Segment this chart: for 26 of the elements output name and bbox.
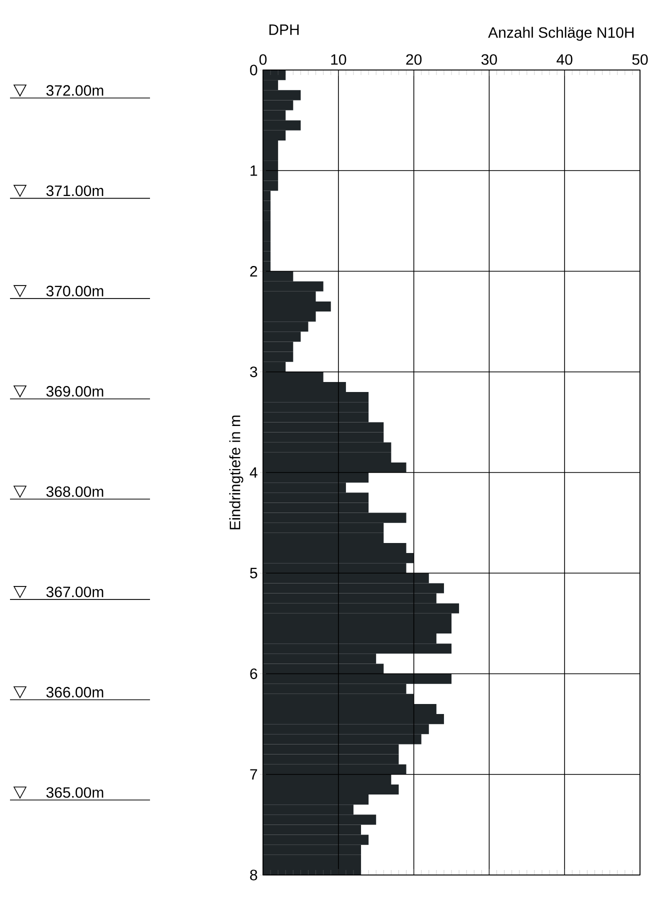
y-tick-label: 4 — [250, 467, 258, 478]
chart-title: DPH — [269, 24, 299, 35]
x2-axis-title: Anzahl Schläge N10H — [488, 26, 634, 41]
y-tick-label: 6 — [250, 668, 258, 680]
y2-tick-label: 372.00m — [46, 85, 104, 96]
y2-tick-label: 370.00m — [46, 286, 104, 296]
y2-tick-label: 368.00m — [46, 486, 104, 497]
y2-tick-label: 369.00m — [46, 386, 104, 397]
y-tick-label: 1 — [250, 165, 258, 176]
y-tick-label: 0 — [250, 64, 258, 76]
x2-tick-label: 30 — [481, 54, 497, 65]
y-tick-label: 5 — [250, 568, 258, 578]
y-tick-label: 8 — [250, 870, 258, 880]
x2-tick-label: 0 — [259, 54, 267, 65]
y2-tick-label: 371.00m — [46, 185, 104, 196]
y2-tick-label: 367.00m — [46, 586, 104, 598]
y-axis-title: Eindringtiefe in m — [229, 416, 244, 530]
y-tick-label: 3 — [250, 366, 258, 378]
y2-tick-label: 366.00m — [46, 686, 104, 698]
y-tick-label: 7 — [250, 769, 258, 780]
y-tick-label: 2 — [250, 266, 258, 276]
x2-tick-label: 50 — [632, 54, 648, 65]
x2-tick-label: 40 — [556, 54, 572, 65]
x2-tick-label: 20 — [406, 54, 422, 65]
y2-tick-label: 365.00m — [46, 787, 104, 798]
x2-tick-label: 10 — [331, 54, 346, 65]
